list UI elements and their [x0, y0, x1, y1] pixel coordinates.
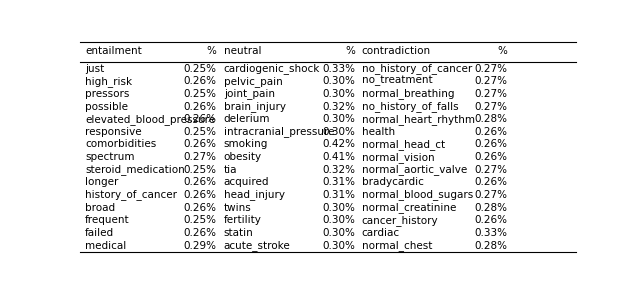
Text: 0.26%: 0.26%	[184, 114, 216, 124]
Text: responsive: responsive	[85, 127, 141, 137]
Text: bradycardic: bradycardic	[362, 177, 424, 187]
Text: 0.32%: 0.32%	[323, 165, 355, 175]
Text: smoking: smoking	[224, 139, 268, 149]
Text: normal_chest: normal_chest	[362, 240, 432, 251]
Text: spectrum: spectrum	[85, 152, 134, 162]
Text: cardiac: cardiac	[362, 228, 400, 238]
Text: medical: medical	[85, 240, 126, 251]
Text: tia: tia	[224, 165, 237, 175]
Text: 0.26%: 0.26%	[474, 177, 508, 187]
Text: 0.25%: 0.25%	[184, 127, 216, 137]
Text: 0.41%: 0.41%	[323, 152, 355, 162]
Text: 0.27%: 0.27%	[474, 102, 508, 111]
Text: %: %	[346, 46, 355, 56]
Text: 0.26%: 0.26%	[474, 152, 508, 162]
Text: neutral: neutral	[224, 46, 261, 56]
Text: 0.31%: 0.31%	[323, 190, 355, 200]
Text: steroid_medication: steroid_medication	[85, 164, 185, 175]
Text: 0.27%: 0.27%	[474, 165, 508, 175]
Text: 0.30%: 0.30%	[323, 203, 355, 213]
Text: failed: failed	[85, 228, 114, 238]
Text: comorbidities: comorbidities	[85, 139, 156, 149]
Text: 0.30%: 0.30%	[323, 127, 355, 137]
Text: contradiction: contradiction	[362, 46, 431, 56]
Text: no_history_of_falls: no_history_of_falls	[362, 101, 458, 112]
Text: normal_creatinine: normal_creatinine	[362, 202, 456, 213]
Text: head_injury: head_injury	[224, 190, 285, 200]
Text: frequent: frequent	[85, 215, 129, 225]
Text: 0.27%: 0.27%	[474, 64, 508, 74]
Text: %: %	[498, 46, 508, 56]
Text: health: health	[362, 127, 395, 137]
Text: high_risk: high_risk	[85, 76, 132, 87]
Text: 0.26%: 0.26%	[184, 76, 216, 86]
Text: entailment: entailment	[85, 46, 141, 56]
Text: 0.28%: 0.28%	[474, 203, 508, 213]
Text: 0.30%: 0.30%	[323, 228, 355, 238]
Text: broad: broad	[85, 203, 115, 213]
Text: 0.26%: 0.26%	[184, 177, 216, 187]
Text: possible: possible	[85, 102, 128, 111]
Text: 0.27%: 0.27%	[474, 89, 508, 99]
Text: 0.30%: 0.30%	[323, 240, 355, 251]
Text: brain_injury: brain_injury	[224, 101, 286, 112]
Text: 0.26%: 0.26%	[474, 215, 508, 225]
Text: 0.25%: 0.25%	[184, 215, 216, 225]
Text: 0.26%: 0.26%	[184, 190, 216, 200]
Text: 0.30%: 0.30%	[323, 89, 355, 99]
Text: joint_pain: joint_pain	[224, 88, 275, 99]
Text: twins: twins	[224, 203, 252, 213]
Text: 0.25%: 0.25%	[184, 165, 216, 175]
Text: 0.29%: 0.29%	[184, 240, 216, 251]
Text: 0.26%: 0.26%	[474, 127, 508, 137]
Text: cardiogenic_shock: cardiogenic_shock	[224, 63, 320, 74]
Text: no_treatment: no_treatment	[362, 76, 433, 86]
Text: %: %	[207, 46, 216, 56]
Text: 0.26%: 0.26%	[474, 139, 508, 149]
Text: elevated_blood_pressure: elevated_blood_pressure	[85, 114, 215, 125]
Text: pressors: pressors	[85, 89, 129, 99]
Text: normal_vision: normal_vision	[362, 151, 435, 162]
Text: fertility: fertility	[224, 215, 262, 225]
Text: normal_heart_rhythm: normal_heart_rhythm	[362, 114, 475, 125]
Text: 0.42%: 0.42%	[323, 139, 355, 149]
Text: acquired: acquired	[224, 177, 269, 187]
Text: 0.25%: 0.25%	[184, 89, 216, 99]
Text: no_history_of_cancer: no_history_of_cancer	[362, 63, 472, 74]
Text: 0.27%: 0.27%	[184, 152, 216, 162]
Text: normal_breathing: normal_breathing	[362, 88, 454, 99]
Text: 0.30%: 0.30%	[323, 76, 355, 86]
Text: history_of_cancer: history_of_cancer	[85, 190, 177, 200]
Text: normal_aortic_valve: normal_aortic_valve	[362, 164, 467, 175]
Text: normal_blood_sugars: normal_blood_sugars	[362, 190, 473, 200]
Text: 0.28%: 0.28%	[474, 114, 508, 124]
Text: 0.26%: 0.26%	[184, 139, 216, 149]
Text: 0.26%: 0.26%	[184, 102, 216, 111]
Text: 0.30%: 0.30%	[323, 215, 355, 225]
Text: cancer_history: cancer_history	[362, 215, 438, 226]
Text: normal_head_ct: normal_head_ct	[362, 139, 445, 150]
Text: longer: longer	[85, 177, 118, 187]
Text: 0.26%: 0.26%	[184, 228, 216, 238]
Text: obesity: obesity	[224, 152, 262, 162]
Text: 0.33%: 0.33%	[323, 64, 355, 74]
Text: 0.26%: 0.26%	[184, 203, 216, 213]
Text: 0.27%: 0.27%	[474, 76, 508, 86]
Text: delerium: delerium	[224, 114, 270, 124]
Text: intracranial_pressure: intracranial_pressure	[224, 126, 334, 137]
Text: 0.27%: 0.27%	[474, 190, 508, 200]
Text: 0.31%: 0.31%	[323, 177, 355, 187]
Text: just: just	[85, 64, 104, 74]
Text: 0.32%: 0.32%	[323, 102, 355, 111]
Text: 0.28%: 0.28%	[474, 240, 508, 251]
Text: acute_stroke: acute_stroke	[224, 240, 291, 251]
Text: 0.30%: 0.30%	[323, 114, 355, 124]
Text: 0.25%: 0.25%	[184, 64, 216, 74]
Text: pelvic_pain: pelvic_pain	[224, 76, 283, 87]
Text: statin: statin	[224, 228, 253, 238]
Text: 0.33%: 0.33%	[474, 228, 508, 238]
